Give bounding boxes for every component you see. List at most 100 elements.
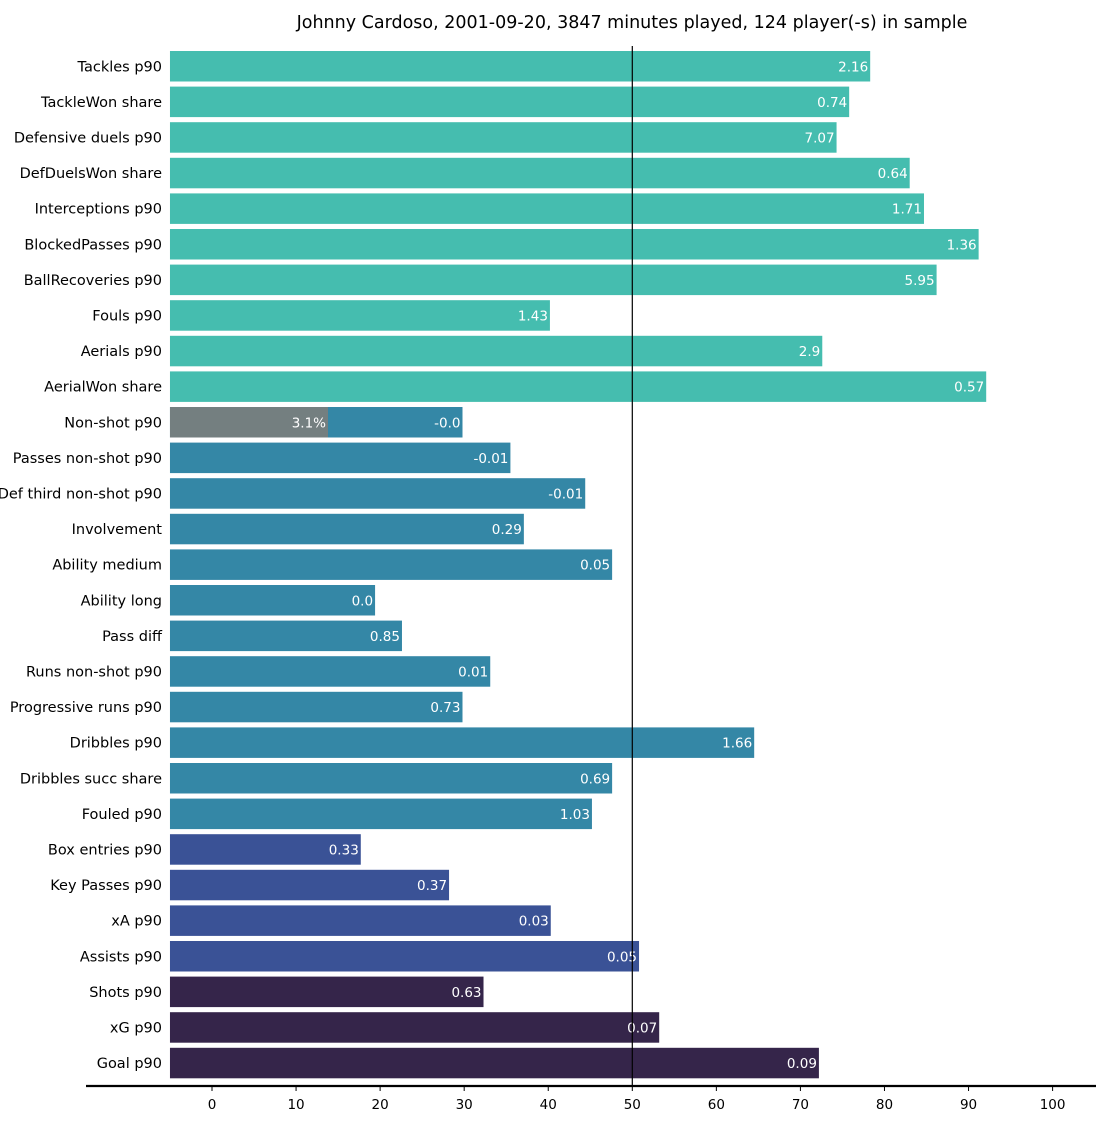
category-label: Non-shot p90 — [64, 415, 162, 431]
value-label: 0.57 — [954, 380, 984, 396]
value-label: 0.29 — [492, 522, 522, 538]
value-label: 0.0 — [352, 593, 373, 609]
category-label: Fouled p90 — [82, 807, 162, 823]
bar — [169, 371, 987, 402]
bars-group — [169, 51, 987, 1079]
value-label: -0.01 — [548, 486, 583, 502]
x-tick-label: 40 — [540, 1097, 557, 1113]
value-label: 0.01 — [458, 664, 488, 680]
bar — [169, 157, 910, 189]
bar — [169, 300, 550, 331]
category-label: Progressive runs p90 — [10, 700, 162, 716]
category-label: Tackles p90 — [77, 59, 162, 75]
bar — [169, 905, 551, 936]
category-label: DefDuelsWon share — [20, 166, 162, 182]
overlay-value-label: 3.1% — [292, 415, 326, 431]
value-label: 2.16 — [838, 59, 868, 75]
x-tick-label: 20 — [372, 1097, 389, 1113]
bar — [169, 122, 837, 153]
bar — [169, 86, 850, 118]
value-label: 7.07 — [805, 130, 835, 146]
x-tick-label: 30 — [456, 1097, 473, 1113]
value-label: 0.09 — [787, 1056, 817, 1072]
category-label: xG p90 — [110, 1020, 162, 1036]
category-label: Ability medium — [52, 558, 162, 574]
x-tick-label: 100 — [1040, 1097, 1066, 1113]
value-label: 1.03 — [560, 807, 590, 823]
x-tick-label: 50 — [624, 1097, 641, 1113]
x-tick-label: 70 — [792, 1097, 809, 1113]
value-label: 0.37 — [417, 878, 447, 894]
category-label: TackleWon share — [40, 95, 162, 111]
bar — [169, 478, 586, 509]
bar — [169, 585, 376, 616]
value-label: 0.69 — [580, 771, 610, 787]
category-label: Passes non-shot p90 — [13, 451, 162, 467]
bar — [169, 335, 823, 367]
category-label: Dribbles succ share — [20, 771, 162, 787]
category-label: Fouls p90 — [92, 308, 162, 324]
category-label: BlockedPasses p90 — [24, 237, 162, 253]
value-label: 0.05 — [607, 949, 637, 965]
category-label: Dribbles p90 — [70, 736, 162, 752]
bar — [169, 869, 450, 901]
x-tick-label: 80 — [876, 1097, 893, 1113]
category-label: xA p90 — [111, 914, 162, 930]
category-labels-group: Tackles p90 TackleWon share Defensive duel… — [0, 59, 163, 1072]
x-tick-label: 90 — [960, 1097, 977, 1113]
category-label: BallRecoveries p90 — [24, 273, 162, 289]
bar — [169, 620, 402, 652]
bar — [169, 656, 491, 687]
value-label: 1.66 — [722, 736, 752, 752]
category-label: Interceptions p90 — [35, 202, 162, 218]
value-label: 0.63 — [451, 985, 481, 1001]
bar — [169, 229, 979, 260]
value-label: 1.36 — [947, 237, 977, 253]
value-label: 1.71 — [892, 202, 922, 218]
category-label: Shots p90 — [89, 985, 162, 1001]
value-label: 1.43 — [518, 308, 548, 324]
value-label: 0.07 — [627, 1020, 657, 1036]
bar — [169, 691, 463, 723]
category-label: Key Passes p90 — [50, 878, 162, 894]
value-label: 2.9 — [799, 344, 820, 360]
overlay-bar — [169, 407, 329, 438]
value-label: 5.95 — [905, 273, 935, 289]
category-label: Aerials p90 — [81, 344, 162, 360]
bar — [169, 941, 640, 972]
category-label: Involvement — [72, 522, 163, 538]
x-tick-label: 60 — [708, 1097, 725, 1113]
bar — [169, 763, 613, 794]
value-label: -0.0 — [434, 415, 460, 431]
value-labels-group: 2.16 0.74 7.07 0.64 1.71 1.36 5.95 1.43 2.9 0.57 3… — [292, 59, 985, 1072]
bar — [169, 549, 613, 580]
value-label: 0.03 — [519, 914, 549, 930]
value-label: 0.64 — [878, 166, 908, 182]
bar — [169, 834, 361, 865]
bar — [169, 1012, 660, 1043]
bar — [169, 976, 484, 1008]
category-label: Goal p90 — [97, 1056, 162, 1072]
category-label: Box entries p90 — [48, 842, 162, 858]
bar — [169, 264, 937, 296]
value-label: -0.01 — [473, 451, 508, 467]
chart-title: Johnny Cardoso, 2001-09-20, 3847 minutes… — [296, 13, 968, 33]
x-tick-label: 0 — [208, 1097, 217, 1113]
bar — [169, 513, 524, 545]
bar — [169, 798, 592, 830]
value-label: 0.33 — [329, 842, 359, 858]
category-label: Pass diff — [102, 629, 163, 645]
bar — [169, 1047, 819, 1079]
bar — [169, 193, 924, 224]
bar — [169, 51, 871, 82]
category-label: Def third non-shot p90 — [0, 486, 162, 502]
value-label: 0.73 — [430, 700, 460, 716]
x-tick-label: 10 — [287, 1097, 304, 1113]
value-label: 0.74 — [817, 95, 847, 111]
x-axis-ticks-group: 0 10 20 30 40 50 60 70 80 90 100 — [208, 1086, 1066, 1113]
category-label: Defensive duels p90 — [14, 130, 162, 146]
value-label: 0.05 — [580, 558, 610, 574]
value-label: 0.85 — [370, 629, 400, 645]
bar — [169, 727, 755, 758]
bar — [169, 442, 511, 474]
